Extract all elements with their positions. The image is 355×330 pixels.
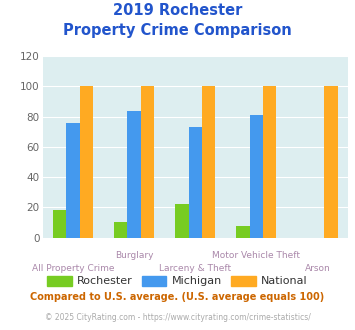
Text: © 2025 CityRating.com - https://www.cityrating.com/crime-statistics/: © 2025 CityRating.com - https://www.city… (45, 313, 310, 322)
Bar (114, 222, 127, 238)
Bar (202, 86, 215, 238)
Text: Property Crime Comparison: Property Crime Comparison (63, 23, 292, 38)
Bar (324, 86, 338, 238)
Bar (175, 204, 189, 238)
Bar (80, 86, 93, 238)
Bar (53, 211, 66, 238)
Text: Larceny & Theft: Larceny & Theft (159, 264, 231, 273)
Text: Motor Vehicle Theft: Motor Vehicle Theft (212, 251, 300, 260)
Text: Arson: Arson (305, 264, 330, 273)
Bar (189, 127, 202, 238)
Bar (236, 225, 250, 238)
Text: Burglary: Burglary (115, 251, 153, 260)
Bar (250, 115, 263, 238)
Text: 2019 Rochester: 2019 Rochester (113, 3, 242, 18)
Bar (127, 111, 141, 238)
Legend: Rochester, Michigan, National: Rochester, Michigan, National (43, 271, 312, 291)
Bar (141, 86, 154, 238)
Bar (263, 86, 277, 238)
Text: Compared to U.S. average. (U.S. average equals 100): Compared to U.S. average. (U.S. average … (31, 292, 324, 302)
Bar (66, 123, 80, 238)
Text: All Property Crime: All Property Crime (32, 264, 114, 273)
